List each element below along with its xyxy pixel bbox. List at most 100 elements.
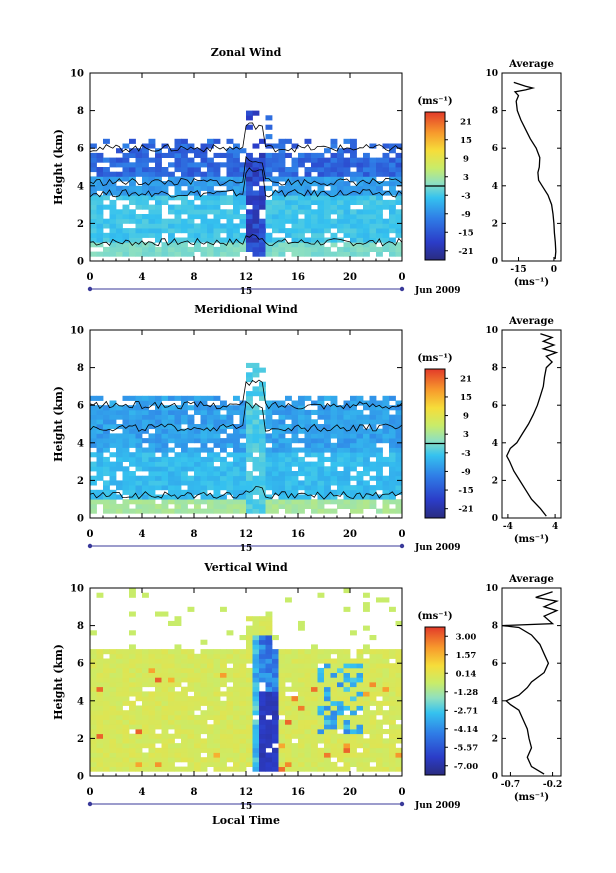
heatmap-cell [90,700,97,706]
heatmap-cell [233,485,240,491]
heatmap-cell [350,630,357,636]
heatmap-cell [265,677,273,683]
heatmap-cell [187,232,195,238]
heatmap-cell [337,480,344,486]
heatmap-cell [246,710,253,716]
heatmap-cell [252,181,260,187]
heatmap-cell [174,663,182,669]
heatmap-cell [161,438,169,444]
heatmap-cell [272,475,279,481]
heatmap-cell [135,242,143,248]
heatmap-cell [395,199,403,205]
heatmap-cell [278,489,286,495]
heatmap-cell [129,508,136,514]
heatmap-cell [90,442,97,448]
heatmap-cell [389,204,396,210]
heatmap-cell [213,167,221,173]
heatmap-cell [265,733,273,739]
heatmap-cell [363,686,370,692]
day-span-start-marker [87,543,93,549]
heatmap-cell [213,414,221,420]
x-tick-label: 4 [139,787,146,798]
heatmap-cell [207,162,214,168]
heatmap-cell [278,195,286,201]
heatmap-cell [122,143,130,149]
heatmap-cell [337,663,344,669]
heatmap-cell [311,714,318,720]
heatmap-cell [103,743,110,749]
heatmap-cell [337,672,344,678]
heatmap-cell [259,494,266,500]
heatmap-cell [337,677,344,683]
heatmap-cell [311,237,318,243]
colorbar-unit: (ms⁻¹) [417,353,452,364]
heatmap-cell [103,433,110,439]
heatmap-cell [194,438,201,444]
heatmap-cell [285,438,292,444]
heatmap-cell [155,438,162,444]
heatmap-cell [343,757,351,763]
heatmap-cell [382,714,390,720]
heatmap-cell [161,395,169,401]
heatmap-cell [298,757,305,763]
heatmap-cell [233,724,240,730]
heatmap-cell [233,480,240,486]
heatmap-cell [382,428,390,434]
heatmap-cell [168,246,175,252]
heatmap-cell [122,218,130,224]
heatmap-cell [161,705,169,711]
heatmap-cell [317,494,325,500]
heatmap-cell [298,480,305,486]
heatmap-cell [122,667,130,673]
heatmap-cell [161,414,169,420]
heatmap-cell [395,503,403,509]
heatmap-cell [194,499,201,505]
heatmap-cell [187,752,195,758]
heatmap-cell [161,663,169,669]
heatmap-cell [181,686,188,692]
heatmap-cell [233,433,240,439]
heatmap-cell [382,766,390,772]
heatmap-cell [161,167,169,173]
heatmap-cell [103,424,110,430]
heatmap-cell [389,428,396,434]
heatmap-cell [90,475,97,481]
heatmap-cell [181,395,188,401]
heatmap-cell [103,499,110,505]
heatmap-cell [330,199,338,205]
heatmap-cell [272,710,279,716]
colorbar-tick-label: 0.14 [456,669,477,679]
y-tick-label: 10 [70,69,84,80]
heatmap-cell [272,719,279,725]
heatmap-cell [207,494,214,500]
heatmap-cell [272,214,279,220]
heatmap-cell [96,663,104,669]
heatmap-cell [337,499,344,505]
heatmap-cell [103,157,110,163]
heatmap-cell [122,228,130,234]
heatmap-cell [311,218,318,224]
heatmap-cell [129,409,136,415]
heatmap-cell [246,195,253,201]
heatmap-cell [194,747,201,753]
heatmap-cell [181,190,188,196]
heatmap-cell [356,475,364,481]
heatmap-cell [161,508,169,514]
heatmap-cell [148,461,156,467]
heatmap-cell [194,395,201,401]
heatmap-cell [148,214,156,220]
heatmap-cell [181,428,188,434]
heatmap-cell [252,199,260,205]
heatmap-cell [239,433,247,439]
heatmap-cell [343,185,351,191]
heatmap-cell [116,766,123,772]
heatmap-cell [291,724,299,730]
heatmap-cell [135,152,143,158]
heatmap-cell [382,461,390,467]
heatmap-cell [174,743,182,749]
heatmap-cell [376,223,383,229]
heatmap-cell [103,461,110,467]
heatmap-cell [382,237,390,243]
heatmap-cell [356,658,364,664]
heatmap-cell [103,489,110,495]
